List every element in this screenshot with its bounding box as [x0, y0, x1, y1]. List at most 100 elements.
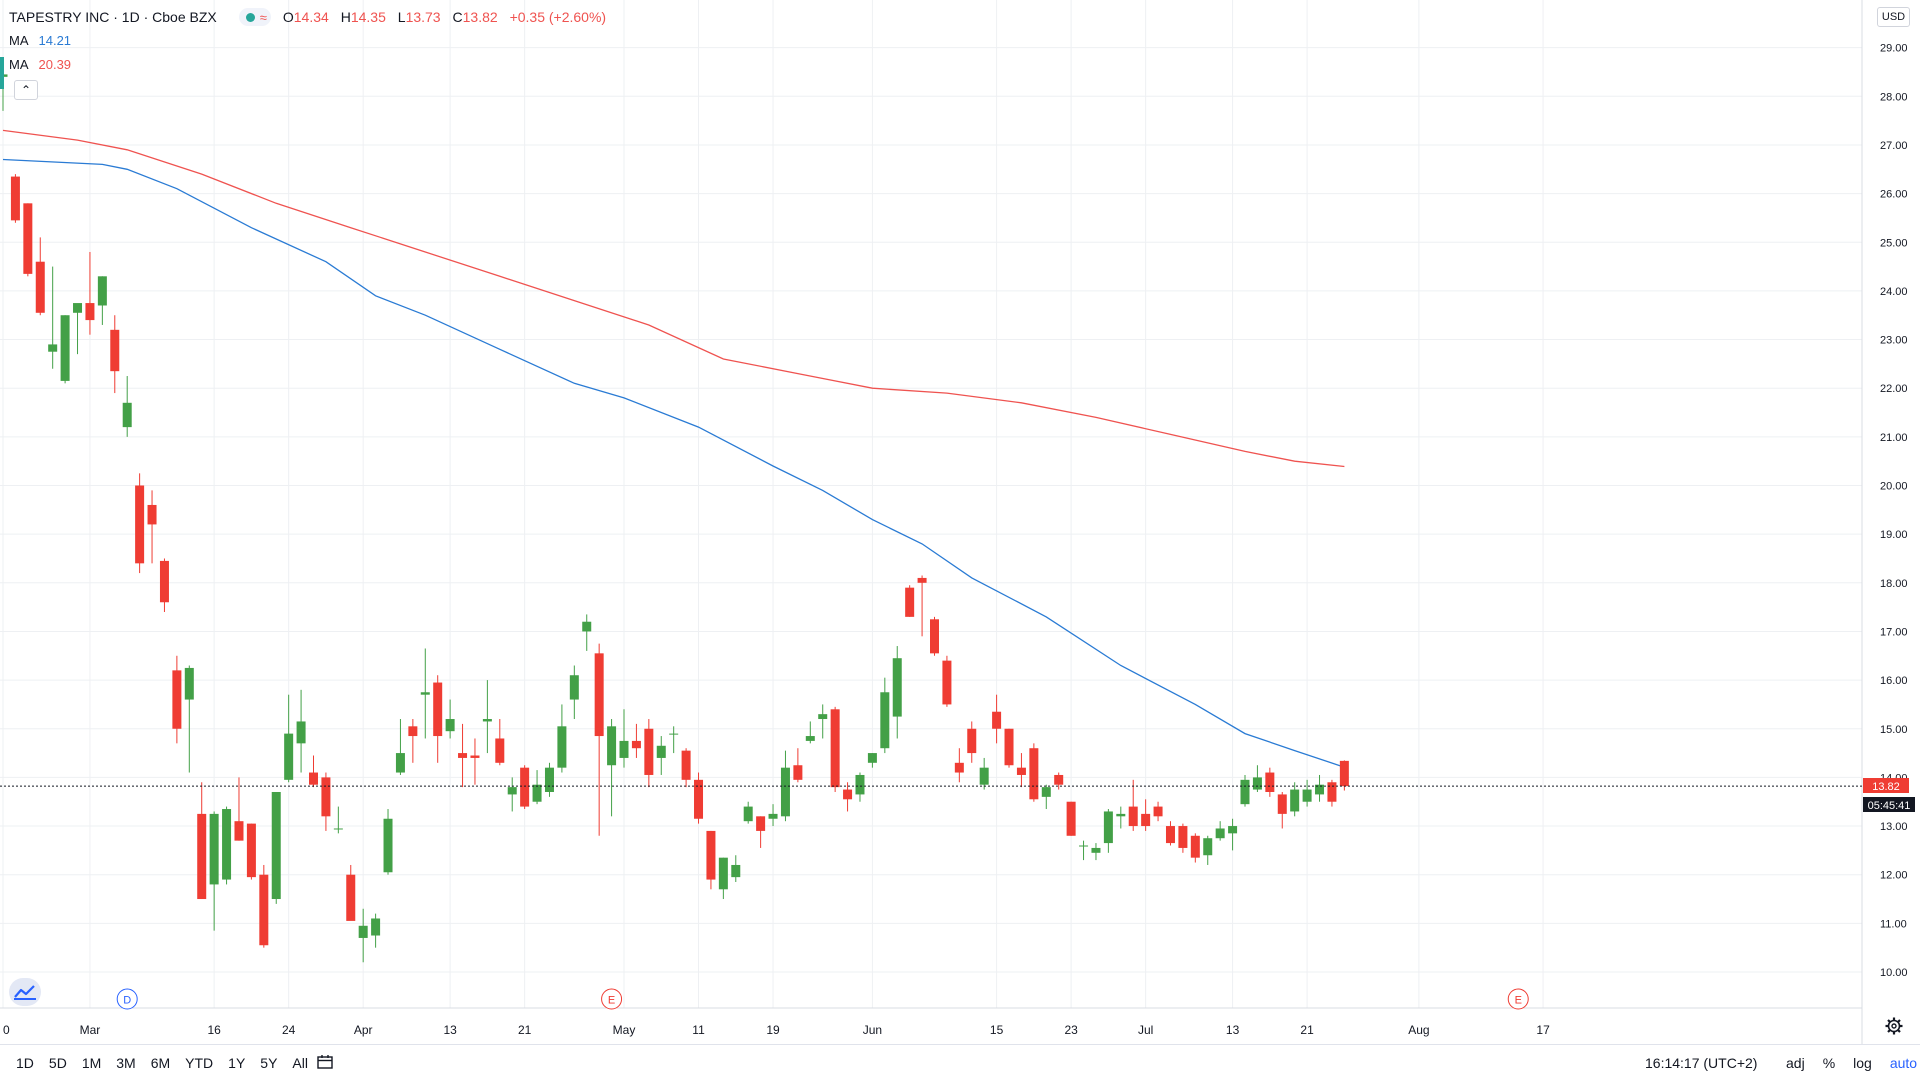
tradingview-logo[interactable]: [9, 978, 41, 1006]
candle-body: [954, 762, 964, 773]
candle-body: [1004, 728, 1014, 766]
ma-legend-1-label: MA: [9, 33, 29, 48]
candle-up: [718, 857, 728, 900]
candle-down: [520, 765, 530, 810]
market-status-pill[interactable]: ≈: [238, 8, 271, 26]
time-tick-label: 24: [282, 1023, 296, 1037]
range-button-3m[interactable]: 3M: [116, 1055, 136, 1071]
candle-body: [209, 813, 219, 885]
candle-down: [756, 816, 766, 848]
candle-up: [892, 646, 902, 739]
price-axis-labels: 10.0011.0012.0013.0014.0015.0016.0017.00…: [1880, 43, 1908, 979]
candle-up: [507, 777, 517, 812]
candle-body: [445, 719, 455, 732]
auto-toggle[interactable]: auto: [1889, 1055, 1918, 1071]
range-button-5y[interactable]: 5Y: [260, 1055, 278, 1071]
candle-down: [843, 782, 853, 812]
candle-up: [445, 699, 455, 739]
price-tick-label: 23.00: [1880, 335, 1908, 347]
currency-button[interactable]: USD: [1877, 7, 1910, 27]
candle-up: [383, 809, 393, 875]
gear-icon[interactable]: [1884, 1016, 1904, 1036]
range-button-1d[interactable]: 1D: [16, 1055, 34, 1071]
candle-down: [35, 237, 45, 316]
candle-body: [284, 733, 294, 780]
candle-down: [23, 203, 33, 277]
event-marker-label: E: [608, 995, 615, 1007]
time-tick-label: Aug: [1408, 1023, 1429, 1037]
candle-body: [271, 791, 281, 900]
candle-body: [1190, 835, 1200, 858]
candle-up: [867, 753, 877, 768]
price-tick-label: 17.00: [1880, 626, 1908, 638]
candle-down: [631, 723, 641, 758]
range-button-ytd[interactable]: YTD: [185, 1055, 214, 1071]
calendar-range-icon[interactable]: [316, 1054, 334, 1070]
candle-down: [1178, 823, 1188, 853]
candle-body: [234, 821, 244, 841]
candle-body: [35, 261, 45, 313]
range-button-6m[interactable]: 6M: [150, 1055, 171, 1071]
legend-marker: [0, 57, 4, 89]
candle-body: [607, 726, 617, 766]
time-tick-label: 17: [1536, 1023, 1550, 1037]
candle-body: [656, 745, 666, 758]
last-price-tag-text: 13.82: [1872, 781, 1900, 793]
candle-up: [184, 665, 194, 773]
candle-body: [1215, 828, 1225, 839]
candle-body: [1178, 826, 1188, 848]
percent-toggle[interactable]: %: [1822, 1055, 1836, 1071]
candle-body: [768, 813, 778, 819]
candle-body: [855, 774, 865, 795]
candle-body: [1066, 801, 1076, 836]
price-chart[interactable]: 10.0011.0012.0013.0014.0015.0016.0017.00…: [0, 0, 1920, 1044]
candle-down: [1190, 833, 1200, 863]
candle-up: [855, 772, 865, 802]
candle-down: [246, 823, 256, 880]
candle-body: [85, 303, 95, 321]
candle-up: [768, 804, 778, 827]
candle-body: [669, 733, 679, 735]
candle-body: [1016, 767, 1026, 775]
collapse-legend-button[interactable]: ⌃: [14, 80, 38, 100]
range-button-1m[interactable]: 1M: [81, 1055, 102, 1071]
candle-body: [159, 560, 169, 603]
candle-up: [60, 315, 70, 384]
time-tick-label: 19: [766, 1023, 780, 1037]
ma-legend-1[interactable]: MA 14.21: [9, 33, 71, 48]
candle-up: [296, 689, 306, 773]
ma-line-1: [2, 158, 1345, 768]
candle-up: [1203, 835, 1213, 865]
candle-down: [458, 723, 468, 788]
price-tick-label: 28.00: [1880, 91, 1908, 103]
candle-up: [656, 736, 666, 775]
candle-body: [1302, 789, 1312, 802]
close-label: C: [452, 9, 463, 25]
candle-body: [1252, 777, 1262, 790]
symbol-title[interactable]: TAPESTRY INC · 1D · Cboe BZX: [9, 9, 217, 25]
candle-down: [135, 473, 145, 574]
candle-body: [147, 504, 157, 525]
range-button-5d[interactable]: 5D: [48, 1055, 67, 1071]
candle-up: [1116, 806, 1126, 829]
candle-body: [1079, 845, 1089, 847]
range-button-1y[interactable]: 1Y: [228, 1055, 246, 1071]
high-value: 14.35: [350, 9, 386, 25]
candle-body: [122, 402, 132, 428]
range-button-all[interactable]: All: [292, 1055, 308, 1071]
candle-down: [1165, 821, 1175, 846]
candle-body: [867, 753, 877, 763]
log-toggle[interactable]: log: [1853, 1055, 1872, 1071]
candle-up: [395, 719, 405, 775]
candle-body: [1265, 772, 1275, 792]
candle-body: [1091, 847, 1101, 853]
candle-body: [706, 830, 716, 880]
candle-body: [1290, 789, 1300, 812]
candle-body: [1041, 787, 1051, 797]
candle-down: [110, 315, 120, 394]
candle-body: [1153, 806, 1163, 817]
clock-timezone[interactable]: 16:14:17 (UTC+2): [1645, 1055, 1758, 1071]
ma-legend-2[interactable]: MA 20.39: [9, 57, 71, 72]
adj-toggle[interactable]: adj: [1786, 1055, 1805, 1071]
